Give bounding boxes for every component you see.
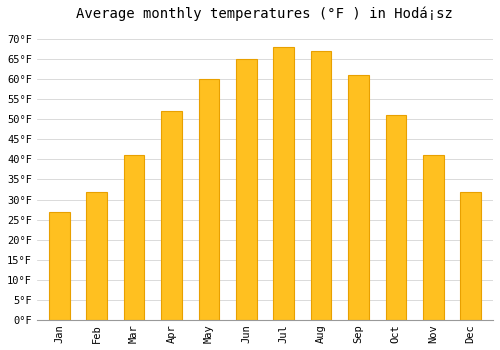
Title: Average monthly temperatures (°F ) in Hodá¡sz: Average monthly temperatures (°F ) in Ho… bbox=[76, 7, 454, 21]
Bar bbox=[423, 155, 444, 320]
Bar bbox=[460, 191, 481, 320]
Bar bbox=[274, 47, 294, 320]
Bar bbox=[86, 191, 107, 320]
Bar bbox=[348, 75, 368, 320]
Bar bbox=[161, 111, 182, 320]
Bar bbox=[386, 115, 406, 320]
Bar bbox=[49, 212, 70, 320]
Bar bbox=[198, 79, 219, 320]
Bar bbox=[236, 59, 256, 320]
Bar bbox=[310, 51, 332, 320]
Bar bbox=[124, 155, 144, 320]
